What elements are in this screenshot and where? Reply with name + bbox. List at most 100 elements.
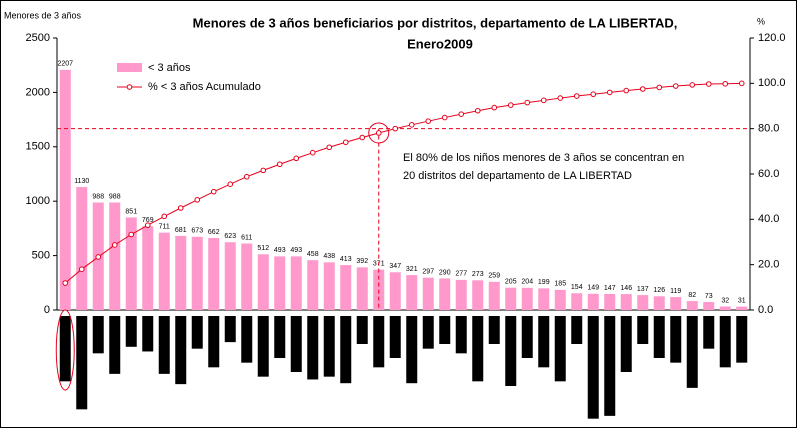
bar (307, 260, 319, 310)
line-marker (392, 125, 399, 132)
value-label: 392 (356, 258, 368, 265)
value-label: 185 (554, 281, 566, 288)
lower-bar (587, 316, 599, 419)
y2-axis-label: % (757, 16, 765, 26)
value-label: 438 (323, 253, 335, 260)
bar (686, 301, 698, 310)
bar (604, 294, 616, 310)
value-label: 493 (290, 247, 302, 254)
lower-bar (670, 316, 682, 363)
bar (59, 69, 71, 310)
lower-bar (439, 316, 451, 344)
line-marker (260, 167, 267, 174)
value-label: 711 (159, 223, 170, 230)
y-tick-label: 2500 (26, 32, 50, 44)
lower-bar (719, 316, 731, 368)
bar (356, 267, 368, 310)
value-label: 321 (406, 266, 418, 273)
value-label: 493 (274, 247, 286, 254)
lower-bar (505, 316, 517, 386)
value-label: 119 (670, 288, 681, 295)
value-label: 681 (175, 227, 187, 234)
line-marker (425, 118, 432, 124)
lower-bar (59, 316, 71, 382)
bar (703, 302, 715, 310)
value-label: 126 (653, 287, 665, 294)
bar (736, 306, 748, 310)
y2-tick-label: 80.0 (758, 123, 779, 135)
line-marker (144, 222, 151, 229)
line-marker (276, 161, 283, 168)
lower-bar (406, 316, 418, 384)
lower-bar (686, 316, 698, 388)
annotation: 20 distritos del departamento de LA LIBE… (403, 170, 632, 182)
line-marker (227, 181, 234, 187)
line-marker (95, 254, 102, 260)
lower-bar (307, 316, 319, 380)
lower-bar (109, 316, 121, 374)
y-tick-label: 0 (44, 304, 50, 316)
lower-bar (703, 316, 715, 349)
bar (142, 226, 154, 310)
highlight-ellipse (55, 309, 75, 391)
line-marker (590, 91, 597, 98)
lower-bar (488, 316, 500, 344)
value-label: 204 (521, 279, 533, 286)
lower-bar (208, 316, 220, 368)
bar (538, 288, 550, 310)
bar (257, 254, 269, 310)
lower-bar (554, 316, 566, 382)
lower-bar (571, 316, 583, 344)
bar (158, 232, 170, 310)
value-label: 662 (208, 229, 220, 236)
line-marker (491, 104, 498, 111)
lower-bar (620, 316, 632, 372)
line-marker (342, 139, 349, 146)
bar (422, 277, 434, 310)
bar (323, 262, 335, 310)
value-label: 458 (307, 251, 319, 258)
line-marker (62, 280, 69, 286)
bar (505, 287, 517, 310)
y2-tick-label: 120.0 (758, 32, 786, 44)
value-label: 290 (439, 269, 451, 276)
bar (208, 237, 220, 310)
chart-title: Enero2009 (407, 36, 473, 51)
bar (521, 287, 533, 310)
lower-bar (356, 316, 368, 344)
bar (290, 256, 302, 310)
lower-bar (653, 316, 665, 358)
line-marker (210, 188, 217, 195)
y2-tick-label: 60.0 (758, 168, 779, 180)
line-marker (458, 111, 465, 117)
line-marker (177, 205, 184, 211)
line-marker (78, 266, 85, 273)
value-label: 205 (505, 279, 517, 286)
line-marker (705, 81, 712, 87)
lower-bar (290, 316, 302, 372)
bar (670, 297, 682, 310)
value-label: 988 (92, 193, 104, 200)
lower-bar (340, 316, 352, 384)
legend-label: < 3 años (148, 62, 191, 74)
value-label: 277 (455, 271, 467, 278)
bar (571, 293, 583, 310)
lower-bar (373, 316, 385, 368)
value-label: 199 (538, 279, 550, 286)
line-marker (293, 155, 300, 162)
lower-bar (637, 316, 649, 344)
bar (719, 306, 731, 310)
bar (274, 256, 286, 310)
value-label: 273 (472, 271, 484, 278)
value-label: 611 (241, 234, 252, 241)
line-marker (375, 130, 382, 136)
bar (439, 278, 451, 310)
line-marker (540, 97, 547, 104)
bar (455, 279, 467, 310)
legend-label: % < 3 años Acumulado (148, 81, 261, 93)
value-label: 32 (721, 297, 729, 304)
y-tick-label: 1000 (26, 195, 50, 207)
value-label: 137 (637, 286, 649, 293)
lower-bar (257, 316, 269, 377)
annotation: El 80% de los niños menores de 3 años se… (403, 152, 684, 164)
